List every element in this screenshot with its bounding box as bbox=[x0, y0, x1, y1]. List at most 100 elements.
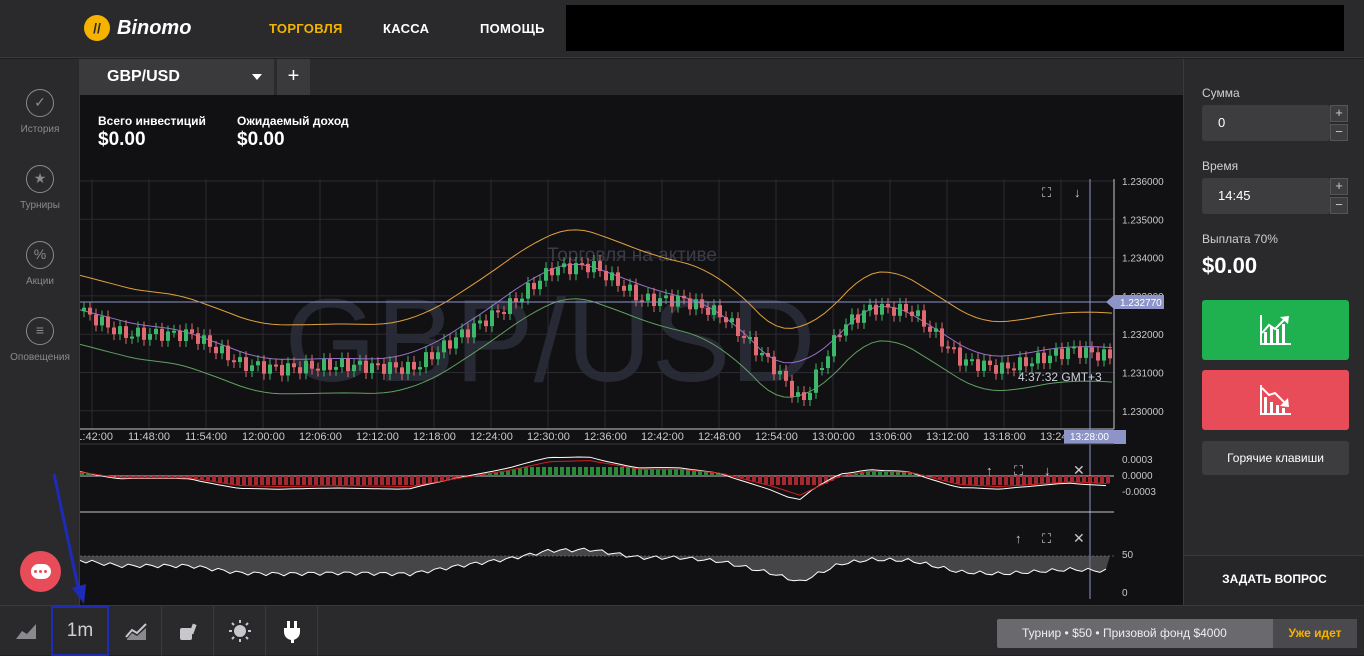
candle-body bbox=[382, 364, 386, 374]
macd-bar bbox=[614, 467, 618, 476]
expand-icon: ⛶ bbox=[1041, 185, 1052, 200]
sidebar-item-history[interactable]: ✓ История bbox=[0, 89, 80, 135]
macd-bar bbox=[1088, 476, 1092, 483]
candle-body bbox=[1006, 363, 1010, 369]
macd-bar bbox=[230, 476, 234, 484]
candle-body bbox=[454, 337, 458, 348]
candle-body bbox=[232, 360, 236, 362]
sidebar-item-tournaments[interactable]: ★ Турниры bbox=[0, 165, 80, 211]
macd-bar bbox=[542, 467, 546, 476]
time-input[interactable]: 14:45 bbox=[1202, 178, 1330, 214]
sun-icon bbox=[228, 619, 252, 643]
sidebar-item-promotions[interactable]: % Акции bbox=[0, 241, 80, 287]
bottom-toolbar: 1m Турнир • $50 • Призовой фонд $4000 Уж… bbox=[0, 605, 1364, 655]
connection-button[interactable] bbox=[266, 606, 318, 656]
macd-bar bbox=[362, 476, 366, 485]
candle-body bbox=[730, 318, 734, 322]
nav-trading[interactable]: ТОРГОВЛЯ bbox=[269, 21, 343, 36]
trade-panel: Сумма 0 + − Время 14:45 + − Выплата 70% … bbox=[1183, 59, 1364, 605]
candle-body bbox=[1024, 357, 1028, 366]
candle-body bbox=[274, 365, 278, 367]
candle-body bbox=[808, 393, 812, 400]
candle-body bbox=[376, 363, 380, 365]
tournament-text: Турнир • $50 • Призовой фонд $4000 bbox=[1022, 626, 1227, 640]
candle-body bbox=[550, 268, 554, 275]
time-increase-button[interactable]: + bbox=[1330, 178, 1348, 195]
candle-body bbox=[592, 261, 596, 272]
sidebar-item-notifications[interactable]: ≡ Оповещения bbox=[0, 317, 80, 363]
timeframe-button[interactable]: 1m bbox=[51, 606, 109, 656]
amount-increase-button[interactable]: + bbox=[1330, 105, 1348, 122]
sell-down-button[interactable] bbox=[1202, 370, 1349, 430]
indicators-icon bbox=[124, 621, 148, 641]
candle-body bbox=[82, 308, 86, 311]
chart-area: GBP/USD + Всего инвестиций $0.00 Ожидаем… bbox=[80, 59, 1183, 605]
macd-bar bbox=[1004, 476, 1008, 485]
tournament-status: Уже идет bbox=[1273, 619, 1357, 648]
candle-body bbox=[958, 347, 962, 365]
candle-body bbox=[142, 328, 146, 340]
candle-body bbox=[1108, 349, 1112, 358]
candle-body bbox=[892, 307, 896, 315]
candle-body bbox=[406, 362, 410, 374]
macd-bar bbox=[650, 469, 654, 476]
indicators-button[interactable] bbox=[110, 606, 162, 656]
candle-body bbox=[964, 359, 968, 365]
candle-body bbox=[580, 263, 584, 265]
chart-down-icon bbox=[1202, 370, 1349, 430]
candle-body bbox=[946, 346, 950, 348]
time-decrease-button[interactable]: − bbox=[1330, 197, 1348, 214]
candle-body bbox=[988, 361, 992, 365]
candle-body bbox=[544, 268, 548, 281]
candle-body bbox=[244, 357, 248, 371]
drawing-tools-button[interactable] bbox=[162, 606, 214, 656]
candle-body bbox=[868, 305, 872, 311]
macd-bar bbox=[956, 476, 960, 484]
macd-bar bbox=[890, 472, 894, 476]
candle-body bbox=[100, 317, 104, 326]
candle-body bbox=[898, 304, 902, 316]
nav-cashier[interactable]: КАССА bbox=[383, 21, 429, 36]
time-tick-label: 12:30:00 bbox=[527, 431, 570, 443]
theme-button[interactable] bbox=[214, 606, 266, 656]
tournament-banner[interactable]: Турнир • $50 • Призовой фонд $4000 Уже и… bbox=[997, 619, 1357, 648]
candle-body bbox=[286, 363, 290, 375]
macd-bar bbox=[200, 476, 204, 479]
price-chart[interactable]: GBP/USD Торговля на активе 1.2360001.235… bbox=[80, 59, 1183, 605]
macd-bar bbox=[602, 467, 606, 476]
macd-bar bbox=[620, 467, 624, 476]
chart-type-button[interactable] bbox=[0, 606, 52, 656]
current-time-label: 13:28:00 bbox=[1070, 432, 1109, 443]
macd-bar bbox=[212, 476, 216, 481]
macd-bar bbox=[866, 472, 870, 476]
candle-body bbox=[238, 357, 242, 362]
candle-body bbox=[814, 370, 818, 393]
time-tick-label: 11:48:00 bbox=[128, 431, 170, 443]
logo[interactable]: // Binomo bbox=[84, 15, 191, 41]
macd-bar bbox=[764, 476, 768, 484]
candle-body bbox=[1102, 349, 1106, 360]
amount-decrease-button[interactable]: − bbox=[1330, 124, 1348, 141]
macd-bar bbox=[1028, 476, 1032, 485]
candle-body bbox=[460, 329, 464, 337]
macd-bar bbox=[266, 476, 270, 485]
candle-body bbox=[94, 315, 98, 326]
brand-name: Binomo bbox=[117, 17, 191, 40]
macd-bar bbox=[374, 476, 378, 485]
macd-bar bbox=[818, 476, 822, 485]
macd-bar bbox=[386, 476, 390, 485]
ask-question-button[interactable]: ЗАДАТЬ ВОПРОС bbox=[1184, 555, 1364, 605]
candle-body bbox=[160, 329, 164, 341]
hotkeys-button[interactable]: Горячие клавиши bbox=[1202, 441, 1349, 475]
buy-up-button[interactable] bbox=[1202, 300, 1349, 360]
macd-bar bbox=[290, 476, 294, 485]
macd-bar bbox=[770, 476, 774, 485]
candle-body bbox=[352, 365, 356, 371]
candle-body bbox=[322, 359, 326, 370]
amount-input[interactable]: 0 bbox=[1202, 105, 1330, 141]
macd-bar bbox=[566, 467, 570, 476]
nav-help[interactable]: ПОМОЩЬ bbox=[480, 21, 545, 36]
price-tick-label: 1.232000 bbox=[1122, 330, 1164, 341]
macd-bar bbox=[872, 471, 876, 476]
candle-body bbox=[586, 264, 590, 272]
